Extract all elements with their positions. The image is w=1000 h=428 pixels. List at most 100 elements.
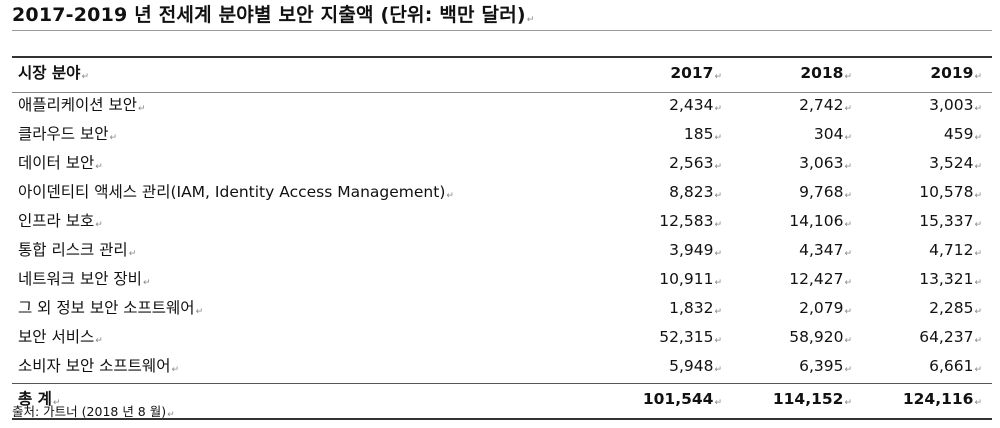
value-cell-2018: 6,395↵: [799, 357, 852, 375]
header-row: 시장 분야↵ 2017↵ 2018↵ 2019↵: [12, 56, 992, 93]
paragraph-mark: ↵: [714, 104, 722, 114]
value-cell-2018: 2,079↵: [799, 299, 852, 317]
paragraph-mark: ↵: [95, 162, 103, 172]
paragraph-mark: ↵: [714, 162, 722, 172]
source-note: 출처: 가트너 (2018 년 8 월)↵: [12, 404, 175, 423]
total-label: 총 계↵: [12, 383, 602, 420]
value-cell-2017: 2,434↵: [669, 96, 722, 114]
paragraph-mark: ↵: [974, 365, 982, 375]
value-cell-2019: 459↵: [943, 125, 982, 143]
value-cell-2019: 15,337↵: [919, 212, 982, 230]
paragraph-mark: ↵: [844, 398, 852, 408]
segment-name-cell: 보안 서비스↵: [18, 328, 103, 346]
table-row: 보안 서비스↵ 52,315↵ 58,920↵ 64,237↵: [12, 325, 992, 354]
paragraph-mark: ↵: [526, 15, 535, 25]
header-market-segment: 시장 분야↵: [12, 56, 602, 93]
paragraph-mark: ↵: [844, 162, 852, 172]
total-2017: 101,544↵: [602, 383, 732, 420]
paragraph-mark: ↵: [714, 336, 722, 346]
value-cell-2017: 5,948↵: [669, 357, 722, 375]
paragraph-mark: ↵: [844, 72, 852, 82]
paragraph-mark: ↵: [714, 220, 722, 230]
value-cell-2017: 10,911↵: [659, 270, 722, 288]
value-cell-2018: 3,063↵: [799, 154, 852, 172]
value-cell-2019: 4,712↵: [929, 241, 982, 259]
title-divider: [12, 30, 992, 31]
paragraph-mark: ↵: [128, 249, 137, 259]
paragraph-mark: ↵: [167, 410, 175, 420]
value-cell-2017: 52,315↵: [659, 328, 722, 346]
value-cell-2018: 58,920↵: [789, 328, 852, 346]
paragraph-mark: ↵: [974, 307, 982, 317]
table-row: 인프라 보호↵ 12,583↵ 14,106↵ 15,337↵: [12, 209, 992, 238]
segment-name-cell: 애플리케이션 보안↵: [18, 96, 146, 114]
value-cell-2018: 9,768↵: [799, 183, 852, 201]
total-row: 총 계↵ 101,544↵ 114,152↵ 124,116↵: [12, 383, 992, 420]
value-cell-2017: 185↵: [683, 125, 722, 143]
paragraph-mark: ↵: [844, 104, 852, 114]
paragraph-mark: ↵: [714, 398, 722, 408]
value-cell-2017: 2,563↵: [669, 154, 722, 172]
value-cell-2017: 12,583↵: [659, 212, 722, 230]
value-cell-2018: 2,742↵: [799, 96, 852, 114]
paragraph-mark: ↵: [714, 191, 722, 201]
header-year-2019: 2019↵: [862, 56, 992, 93]
paragraph-mark: ↵: [844, 278, 852, 288]
segment-name-cell: 클라우드 보안↵: [18, 125, 118, 143]
table-row: 데이터 보안↵ 2,563↵ 3,063↵ 3,524↵: [12, 151, 992, 180]
paragraph-mark: ↵: [844, 249, 852, 259]
value-cell-2019: 2,285↵: [929, 299, 982, 317]
value-cell-2019: 6,661↵: [929, 357, 982, 375]
value-cell-2017: 1,832↵: [669, 299, 722, 317]
document-title: 2017-2019 년 전세계 분야별 보안 지출액 (단위: 백만 달러)↵: [12, 0, 535, 35]
paragraph-mark: ↵: [142, 278, 151, 288]
segment-name-cell: 통합 리스크 관리↵: [18, 241, 137, 259]
source-text: 출처: 가트너 (2018 년 8 월): [12, 404, 167, 419]
paragraph-mark: ↵: [974, 336, 982, 346]
table-row: 네트워크 보안 장비↵ 10,911↵ 12,427↵ 13,321↵: [12, 267, 992, 296]
paragraph-mark: ↵: [974, 249, 982, 259]
segment-name-cell: 그 외 정보 보안 소프트웨어↵: [18, 299, 204, 317]
paragraph-mark: ↵: [171, 365, 180, 375]
paragraph-mark: ↵: [714, 278, 722, 288]
paragraph-mark: ↵: [974, 162, 982, 172]
total-2018: 114,152↵: [732, 383, 862, 420]
value-cell-2019: 64,237↵: [919, 328, 982, 346]
security-spending-table: 시장 분야↵ 2017↵ 2018↵ 2019↵ 애플리케이션 보안↵ 2,434…: [12, 56, 992, 420]
table-row: 그 외 정보 보안 소프트웨어↵ 1,832↵ 2,079↵ 2,285↵: [12, 296, 992, 325]
table-row: 소비자 보안 소프트웨어↵ 5,948↵ 6,395↵ 6,661↵: [12, 354, 992, 384]
paragraph-mark: ↵: [974, 191, 982, 201]
segment-name-cell: 소비자 보안 소프트웨어↵: [18, 357, 180, 375]
paragraph-mark: ↵: [974, 278, 982, 288]
paragraph-mark: ↵: [844, 365, 852, 375]
paragraph-mark: ↵: [195, 307, 204, 317]
paragraph-mark: ↵: [844, 220, 852, 230]
paragraph-mark: ↵: [714, 307, 722, 317]
paragraph-mark: ↵: [974, 398, 982, 408]
paragraph-mark: ↵: [81, 72, 89, 82]
total-2019: 124,116↵: [862, 383, 992, 420]
paragraph-mark: ↵: [974, 220, 982, 230]
paragraph-mark: ↵: [844, 336, 852, 346]
value-cell-2019: 10,578↵: [919, 183, 982, 201]
value-cell-2018: 14,106↵: [789, 212, 852, 230]
value-cell-2018: 304↵: [813, 125, 852, 143]
paragraph-mark: ↵: [974, 104, 982, 114]
table-row: 클라우드 보안↵ 185↵ 304↵ 459↵: [12, 122, 992, 151]
value-cell-2019: 3,003↵: [929, 96, 982, 114]
value-cell-2017: 8,823↵: [669, 183, 722, 201]
segment-name-cell: 데이터 보안↵: [18, 154, 103, 172]
document-title-text: 2017-2019 년 전세계 분야별 보안 지출액 (단위: 백만 달러): [12, 4, 526, 26]
paragraph-mark: ↵: [52, 398, 61, 408]
segment-name-cell: 네트워크 보안 장비↵: [18, 270, 151, 288]
paragraph-mark: ↵: [109, 133, 118, 143]
paragraph-mark: ↵: [844, 133, 852, 143]
table-row: 아이덴티티 액세스 관리(IAM, Identity Access Manage…: [12, 180, 992, 209]
value-cell-2019: 3,524↵: [929, 154, 982, 172]
segment-name-cell: 인프라 보호↵: [18, 212, 103, 230]
table-row: 애플리케이션 보안↵ 2,434↵ 2,742↵ 3,003↵: [12, 93, 992, 123]
header-year-2018: 2018↵: [732, 56, 862, 93]
paragraph-mark: ↵: [974, 133, 982, 143]
header-year-2017: 2017↵: [602, 56, 732, 93]
paragraph-mark: ↵: [714, 133, 722, 143]
